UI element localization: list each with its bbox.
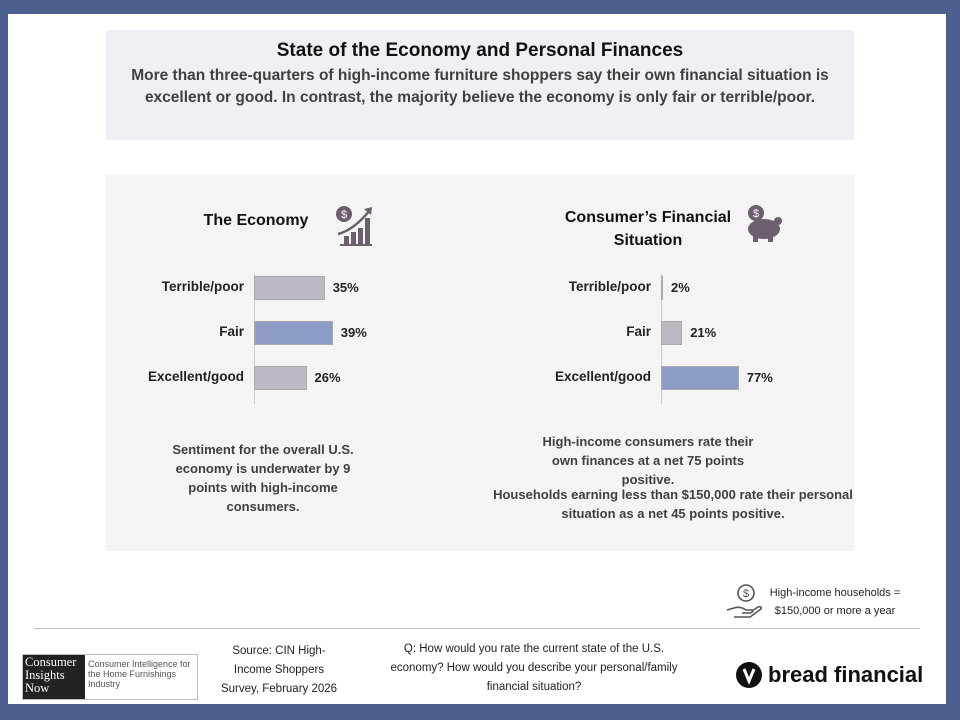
category-label: Terrible/poor [568,279,651,294]
chart-panel [106,175,854,551]
bar-fair [661,321,683,345]
bread-logo-icon [736,662,762,688]
economy-note: Sentiment for the overall U.S. economy i… [172,442,354,514]
bar-excellent-good [254,366,307,390]
source-text: Source: CIN High-Income Shoppers Survey,… [220,645,338,695]
svg-text:$: $ [743,588,749,600]
economy-chart-title: The Economy [203,212,309,229]
footer-divider [34,628,920,629]
category-label: Excellent/good [147,369,244,384]
finances-chart-title: Consumer’s Financial Situation [564,209,732,249]
bar-fair [254,321,333,345]
hand-money-icon: $ [726,584,762,618]
piggy-bank-icon: $ [748,205,782,242]
bar-terrible-poor [254,276,325,300]
svg-text:$: $ [753,208,759,220]
svg-text:$: $ [341,209,347,221]
cin-logo-tagline: Consumer Intelligence for the Home Furni… [88,659,191,689]
bread-financial-logo: bread financial [736,662,923,688]
category-label: Terrible/poor [161,279,244,294]
category-label: Fair [219,324,244,339]
data-label: 26% [314,370,341,385]
title-box: State of the Economy and Personal Financ… [106,30,854,140]
finances-note-1: High-income consumers rate their own fin… [542,434,754,487]
cin-logo: Consumer Insights Now Consumer Intellige… [22,654,198,700]
data-label: 2% [671,280,690,295]
slide: State of the Economy and Personal Financ… [8,14,946,704]
category-label: Excellent/good [554,369,651,384]
bar-terrible-poor [661,276,664,300]
data-label: 35% [332,280,359,295]
cin-logo-mark: Consumer Insights Now [23,655,85,699]
category-label: Fair [626,324,651,339]
data-label: 21% [690,325,717,340]
data-label: 77% [746,370,773,385]
data-label: 39% [340,325,367,340]
bar-excellent-good [661,366,739,390]
subtitle: More than three-quarters of high-income … [131,67,829,106]
money-growth-icon: $ [336,206,372,246]
income-definition: High-income households = $150,000 or mor… [769,587,901,617]
brand-name: bread financial [768,662,924,687]
finances-note-2: Households earning less than $150,000 ra… [493,487,853,521]
survey-question: Q: How would you rate the current state … [390,643,678,693]
page-title: State of the Economy and Personal Financ… [276,40,684,61]
